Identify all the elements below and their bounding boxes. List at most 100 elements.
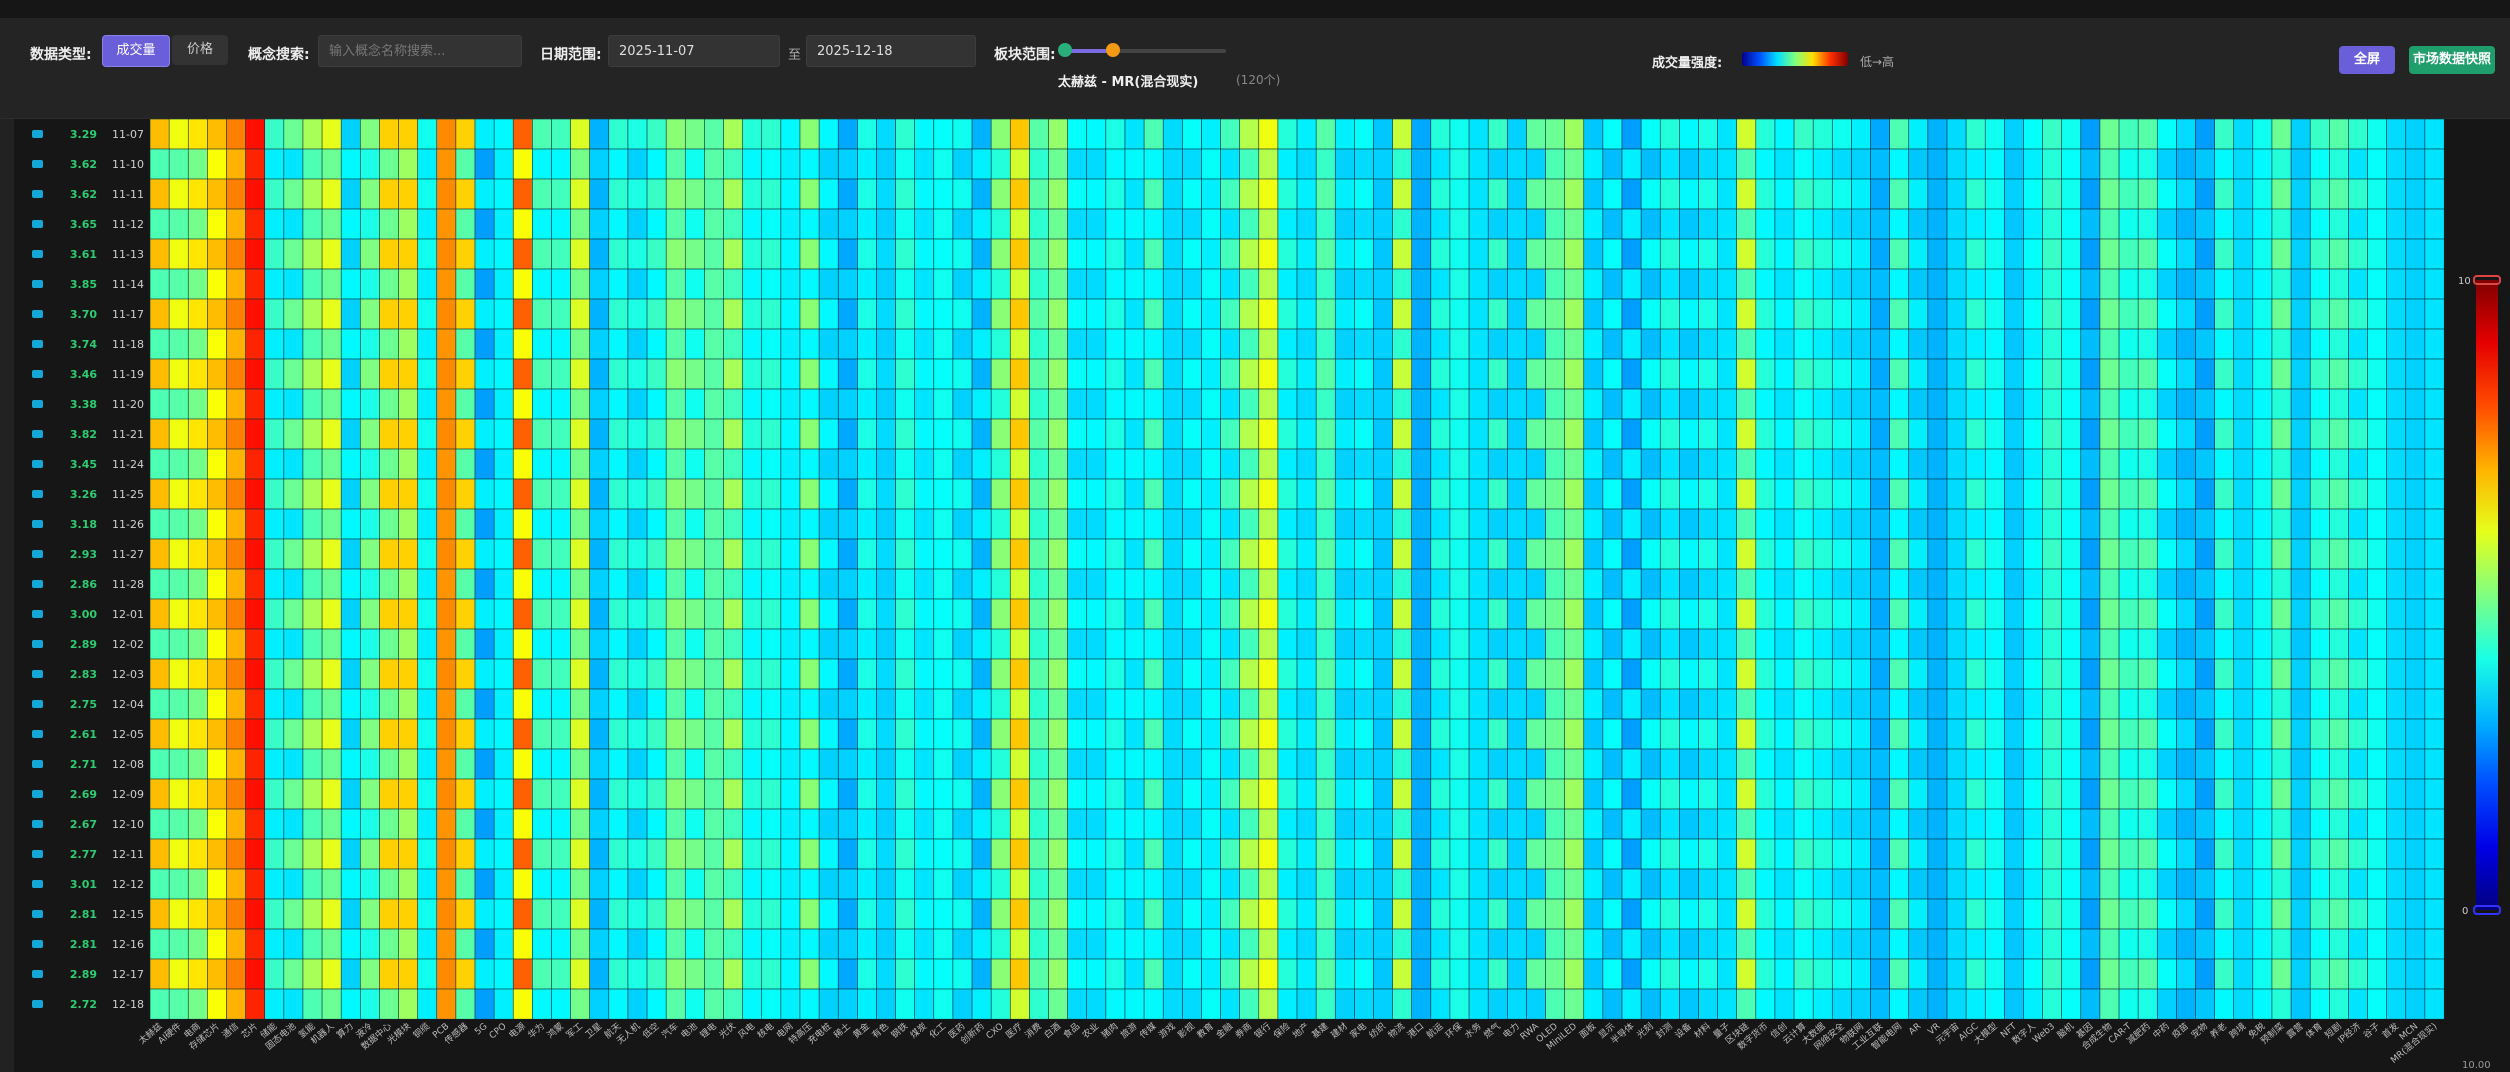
heatmap-cell[interactable] — [2233, 538, 2254, 570]
heatmap-cell[interactable] — [1029, 538, 1049, 570]
heatmap-cell[interactable] — [149, 238, 170, 270]
heatmap-cell[interactable] — [990, 778, 1011, 810]
heatmap-cell[interactable] — [398, 298, 419, 330]
heatmap-cell[interactable] — [1870, 568, 1891, 600]
heatmap-cell[interactable] — [1640, 808, 1661, 840]
heatmap-cell[interactable] — [742, 508, 763, 540]
heatmap-cell[interactable] — [646, 118, 667, 150]
heatmap-cell[interactable] — [474, 628, 495, 660]
heatmap-cell[interactable] — [2367, 808, 2388, 840]
heatmap-cell[interactable] — [455, 328, 476, 360]
heatmap-cell[interactable] — [2004, 538, 2024, 570]
heatmap-cell[interactable] — [1984, 658, 2005, 690]
heatmap-cell[interactable] — [2176, 748, 2196, 780]
heatmap-cell[interactable] — [1143, 418, 1164, 450]
heatmap-cell[interactable] — [627, 718, 648, 750]
heatmap-cell[interactable] — [2195, 898, 2216, 930]
heatmap-cell[interactable] — [723, 808, 744, 840]
heatmap-cell[interactable] — [742, 988, 763, 1020]
heatmap-cell[interactable] — [1679, 898, 1699, 930]
heatmap-cell[interactable] — [1583, 778, 1604, 810]
heatmap-cell[interactable] — [321, 238, 342, 270]
heatmap-cell[interactable] — [2214, 508, 2235, 540]
heatmap-cell[interactable] — [1354, 868, 1374, 900]
heatmap-cell[interactable] — [1201, 718, 1222, 750]
heatmap-cell[interactable] — [1373, 838, 1394, 870]
heatmap-cell[interactable] — [149, 478, 170, 510]
heatmap-cell[interactable] — [2329, 598, 2349, 630]
heatmap-cell[interactable] — [1373, 508, 1394, 540]
heatmap-cell[interactable] — [761, 148, 782, 180]
heatmap-cell[interactable] — [608, 568, 629, 600]
heatmap-cell[interactable] — [933, 238, 954, 270]
heatmap-cell[interactable] — [1621, 208, 1642, 240]
heatmap-cell[interactable] — [1411, 718, 1432, 750]
heatmap-cell[interactable] — [971, 418, 992, 450]
heatmap-cell[interactable] — [589, 868, 610, 900]
heatmap-cell[interactable] — [226, 358, 247, 390]
heatmap-cell[interactable] — [570, 688, 591, 720]
heatmap-cell[interactable] — [2080, 418, 2101, 450]
heatmap-cell[interactable] — [1086, 538, 1107, 570]
heatmap-cell[interactable] — [2023, 778, 2044, 810]
heatmap-cell[interactable] — [1908, 808, 1929, 840]
heatmap-cell[interactable] — [818, 328, 839, 360]
heatmap-cell[interactable] — [532, 598, 552, 630]
heatmap-cell[interactable] — [1334, 448, 1355, 480]
heatmap-cell[interactable] — [532, 508, 552, 540]
heatmap-cell[interactable] — [1487, 118, 1508, 150]
heatmap-cell[interactable] — [1182, 598, 1202, 630]
heatmap-cell[interactable] — [1984, 868, 2005, 900]
heatmap-cell[interactable] — [1373, 448, 1394, 480]
heatmap-cell[interactable] — [1430, 718, 1451, 750]
heatmap-cell[interactable] — [1946, 658, 1967, 690]
heatmap-cell[interactable] — [2271, 418, 2292, 450]
heatmap-cell[interactable] — [723, 598, 744, 630]
heatmap-cell[interactable] — [436, 958, 457, 990]
heatmap-cell[interactable] — [2214, 238, 2235, 270]
heatmap-cell[interactable] — [1545, 598, 1566, 630]
heatmap-cell[interactable] — [2156, 868, 2177, 900]
heatmap-cell[interactable] — [1908, 718, 1929, 750]
heatmap-cell[interactable] — [1736, 658, 1757, 690]
heatmap-cell[interactable] — [1526, 238, 1547, 270]
heatmap-cell[interactable] — [914, 988, 935, 1020]
heatmap-cell[interactable] — [1755, 148, 1776, 180]
heatmap-cell[interactable] — [264, 898, 285, 930]
heatmap-cell[interactable] — [1889, 148, 1910, 180]
heatmap-cell[interactable] — [704, 628, 725, 660]
heatmap-cell[interactable] — [1449, 328, 1470, 360]
heatmap-cell[interactable] — [2042, 598, 2063, 630]
heatmap-cell[interactable] — [570, 298, 591, 330]
heatmap-cell[interactable] — [1545, 478, 1566, 510]
heatmap-cell[interactable] — [1009, 538, 1030, 570]
heatmap-cell[interactable] — [149, 688, 170, 720]
heatmap-cell[interactable] — [1736, 178, 1757, 210]
heatmap-cell[interactable] — [723, 508, 744, 540]
heatmap-cell[interactable] — [1124, 148, 1145, 180]
heatmap-cell[interactable] — [2176, 328, 2196, 360]
heatmap-cell[interactable] — [2023, 568, 2044, 600]
heatmap-cell[interactable] — [665, 508, 686, 540]
heatmap-cell[interactable] — [1449, 898, 1470, 930]
heatmap-cell[interactable] — [1526, 418, 1547, 450]
heatmap-cell[interactable] — [895, 148, 916, 180]
heatmap-cell[interactable] — [952, 598, 973, 630]
heatmap-cell[interactable] — [1411, 268, 1432, 300]
heatmap-cell[interactable] — [1009, 808, 1030, 840]
heatmap-cell[interactable] — [2118, 688, 2139, 720]
heatmap-cell[interactable] — [723, 418, 744, 450]
heatmap-cell[interactable] — [245, 448, 266, 480]
heatmap-cell[interactable] — [1220, 778, 1241, 810]
heatmap-cell[interactable] — [1392, 478, 1413, 510]
heatmap-cell[interactable] — [1793, 448, 1814, 480]
heatmap-cell[interactable] — [1927, 628, 1948, 660]
heatmap-cell[interactable] — [1048, 148, 1069, 180]
heatmap-cell[interactable] — [302, 268, 323, 300]
heatmap-cell[interactable] — [1927, 688, 1948, 720]
heatmap-cell[interactable] — [1831, 898, 1852, 930]
heatmap-cell[interactable] — [417, 388, 438, 420]
heatmap-cell[interactable] — [2004, 988, 2024, 1020]
heatmap-cell[interactable] — [1984, 208, 2005, 240]
heatmap-cell[interactable] — [1468, 778, 1489, 810]
